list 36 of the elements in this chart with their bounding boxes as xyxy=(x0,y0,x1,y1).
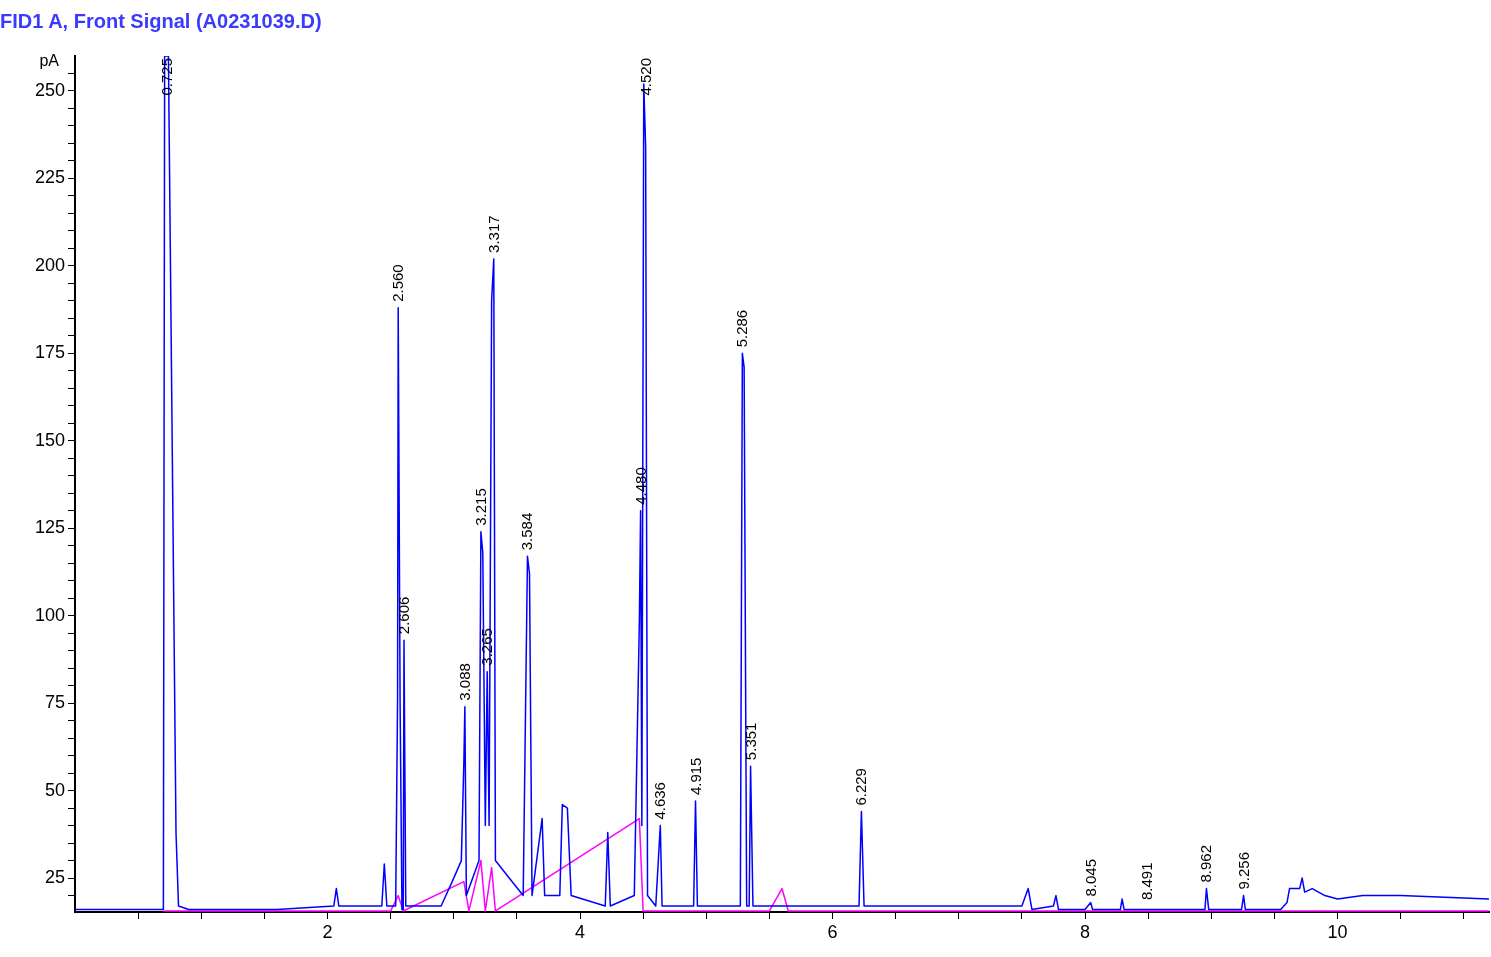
y-tick-label: 175 xyxy=(34,342,65,363)
annotation: 2.606 xyxy=(395,596,413,635)
y-tick-label: 225 xyxy=(34,167,65,188)
annotation: 3.317 xyxy=(484,215,502,253)
annotation: 9.256 xyxy=(1234,852,1252,890)
y-tick-label: 250 xyxy=(34,79,65,100)
x-tick-label: 6 xyxy=(827,921,838,942)
y-tick-label: 150 xyxy=(34,429,65,450)
x-tick-label: 4 xyxy=(574,921,586,942)
y-axis-title: pA xyxy=(39,52,60,70)
y-tick-label: 50 xyxy=(44,779,65,800)
annotation: 8.491 xyxy=(1137,862,1155,901)
annotation: 3.265 xyxy=(478,628,496,666)
annotation: 6.229 xyxy=(852,768,870,806)
y-tick-label: 75 xyxy=(44,692,65,713)
x-tick-label: 2 xyxy=(322,921,333,942)
annotation: 4.520 xyxy=(636,58,654,96)
y-tick-label: 200 xyxy=(34,254,65,275)
annotation: 4.915 xyxy=(686,757,704,796)
annotation: 5.286 xyxy=(733,309,751,348)
annotation: 4.480 xyxy=(631,467,649,505)
y-tick-label: 125 xyxy=(34,517,65,538)
annotation: 3.215 xyxy=(471,488,489,526)
chart-title: FID1 A, Front Signal (A0231039.D) xyxy=(0,9,322,32)
annotation: 0.725 xyxy=(157,58,175,96)
y-tick-label: 25 xyxy=(44,867,65,888)
annotation: 8.962 xyxy=(1197,845,1215,883)
annotation: 5.351 xyxy=(741,722,759,761)
y-tick-label: 100 xyxy=(34,604,65,625)
annotation: 3.088 xyxy=(455,663,473,701)
annotation: 3.584 xyxy=(518,512,536,551)
x-tick-label: 10 xyxy=(1327,921,1348,942)
annotation: 2.560 xyxy=(389,264,407,302)
annotation: 8.045 xyxy=(1081,859,1099,897)
x-tick-label: 8 xyxy=(1079,921,1091,942)
annotation: 4.636 xyxy=(651,782,669,820)
